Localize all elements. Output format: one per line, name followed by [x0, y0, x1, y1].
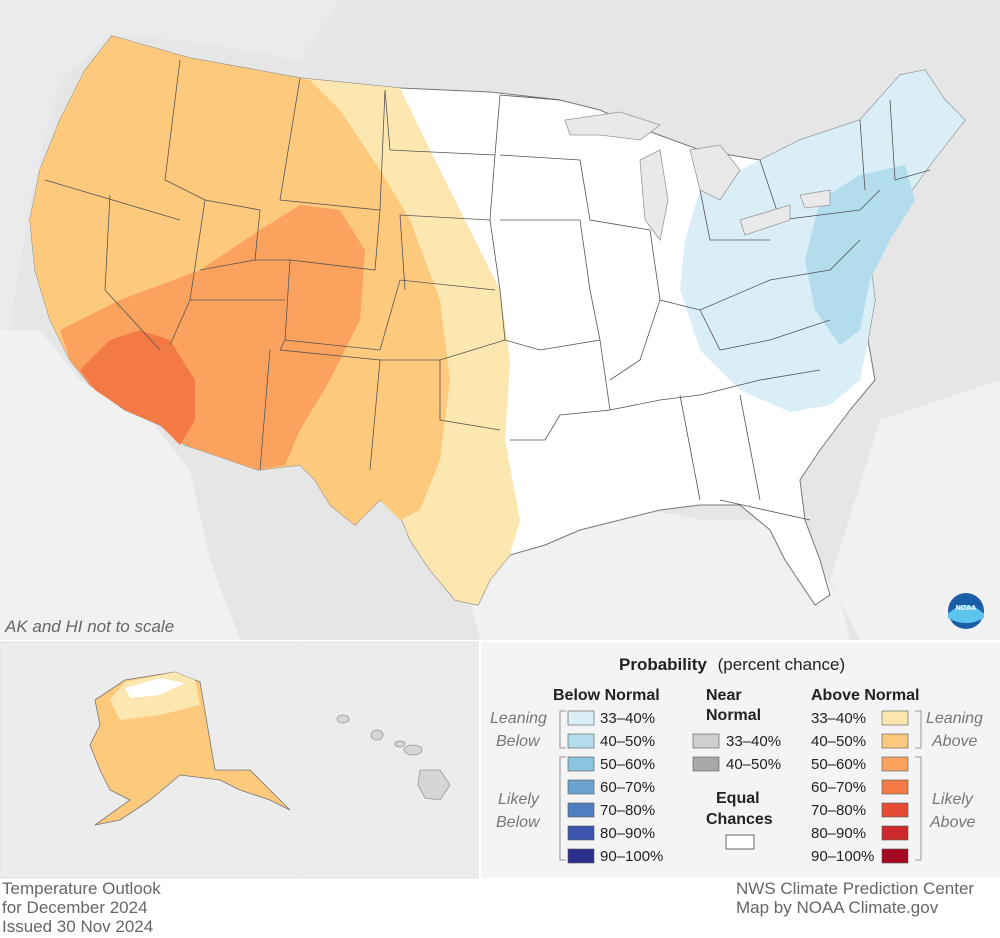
outlook-caption: Temperature Outlook for December 2024 Is…: [2, 879, 161, 936]
state-boundaries: [44, 59, 931, 521]
region-below-40-50: [805, 165, 915, 345]
above-label-5: 80–90%: [811, 825, 866, 842]
below-label-5: 80–90%: [600, 825, 655, 842]
below-label-4: 70–80%: [600, 802, 655, 819]
likely-above-2: Above: [929, 814, 975, 831]
near-label-1: 40–50%: [726, 756, 781, 773]
leaning-below-2: Below: [496, 733, 541, 750]
above-swatch-2: [881, 756, 909, 772]
above-swatch-6: [881, 848, 909, 864]
legend-title-sub: (percent chance): [718, 655, 846, 674]
equal-heading-1: Equal: [716, 790, 760, 807]
leaning-above-1: Leaning: [926, 710, 983, 727]
scale-note: AK and HI not to scale: [4, 617, 174, 636]
above-label-1: 40–50%: [811, 733, 866, 750]
near-label-0: 33–40%: [726, 733, 781, 750]
great-lakes: [564, 111, 831, 241]
ocean-south-west: [0, 330, 240, 640]
above-swatch-5: [881, 825, 909, 841]
leaning-above-2: Above: [931, 733, 977, 750]
likely-below-1: Likely: [498, 791, 540, 808]
below-swatch-5: [567, 825, 595, 841]
region-above-60-70: [80, 330, 195, 445]
atlantic-ocean: [830, 380, 1000, 640]
near-heading-1: Near: [706, 687, 742, 704]
below-heading: Below Normal: [553, 687, 660, 704]
below-swatch-0: [567, 710, 595, 726]
above-swatch-3: [881, 779, 909, 795]
below-label-0: 33–40%: [600, 710, 655, 727]
above-swatch-0: [881, 710, 909, 726]
above-label-3: 60–70%: [811, 779, 866, 796]
above-label-6: 90–100%: [811, 848, 874, 865]
above-heading: Above Normal: [811, 687, 919, 704]
below-swatch-1: [567, 733, 595, 749]
leaning-below-1: Leaning: [490, 710, 547, 727]
hawaii-inset: [299, 641, 479, 879]
credit-caption: NWS Climate Prediction Center Map by NOA…: [736, 879, 974, 917]
near-swatch-0: [692, 733, 720, 749]
below-swatch-6: [567, 848, 595, 864]
above-label-0: 33–40%: [811, 710, 866, 727]
likely-above-1: Likely: [932, 791, 974, 808]
below-swatch-3: [567, 779, 595, 795]
near-heading-2: Normal: [706, 707, 761, 724]
caption-line-1: Temperature Outlook: [2, 879, 161, 898]
credit-line-1: NWS Climate Prediction Center: [736, 879, 975, 898]
above-swatch-1: [881, 733, 909, 749]
above-swatch-4: [881, 802, 909, 818]
caption-line-3: Issued 30 Nov 2024: [2, 917, 154, 936]
legend: Probability (percent chance) Below Norma…: [481, 642, 1000, 878]
legend-title: Probability: [619, 655, 707, 674]
above-label-2: 50–60%: [811, 756, 866, 773]
hawaii-islands: [336, 714, 451, 801]
below-swatch-4: [567, 802, 595, 818]
pacific-ocean: [0, 0, 340, 330]
credit-line-2: Map by NOAA Climate.gov: [736, 898, 939, 917]
svg-text:Probability (percent cha: Probability (percent chance): [619, 655, 845, 674]
legend-near-rows: 33–40% 40–50%: [692, 733, 781, 773]
below-label-6: 90–100%: [600, 848, 663, 865]
alaska-equal: [125, 678, 185, 698]
likely-below-2: Below: [496, 814, 541, 831]
legend-above-rows: 33–40% 40–50% 50–60% 60–70% 70–80% 80–90% 90–1…: [811, 710, 909, 865]
below-label-2: 50–60%: [600, 756, 655, 773]
equal-chances-swatch: [725, 834, 755, 850]
svg-text:NOAA: NOAA: [956, 605, 977, 612]
near-swatch-1: [692, 756, 720, 772]
below-label-1: 40–50%: [600, 733, 655, 750]
above-label-4: 70–80%: [811, 802, 866, 819]
equal-heading-2: Chances: [706, 811, 773, 828]
below-label-3: 60–70%: [600, 779, 655, 796]
noaa-logo: NOAA: [948, 593, 984, 629]
below-swatch-2: [567, 756, 595, 772]
legend-below-rows: 33–40% 40–50% 50–60% 60–70% 70–80% 80–90% 90–1…: [567, 710, 663, 865]
caption-line-2: for December 2024: [2, 898, 148, 917]
